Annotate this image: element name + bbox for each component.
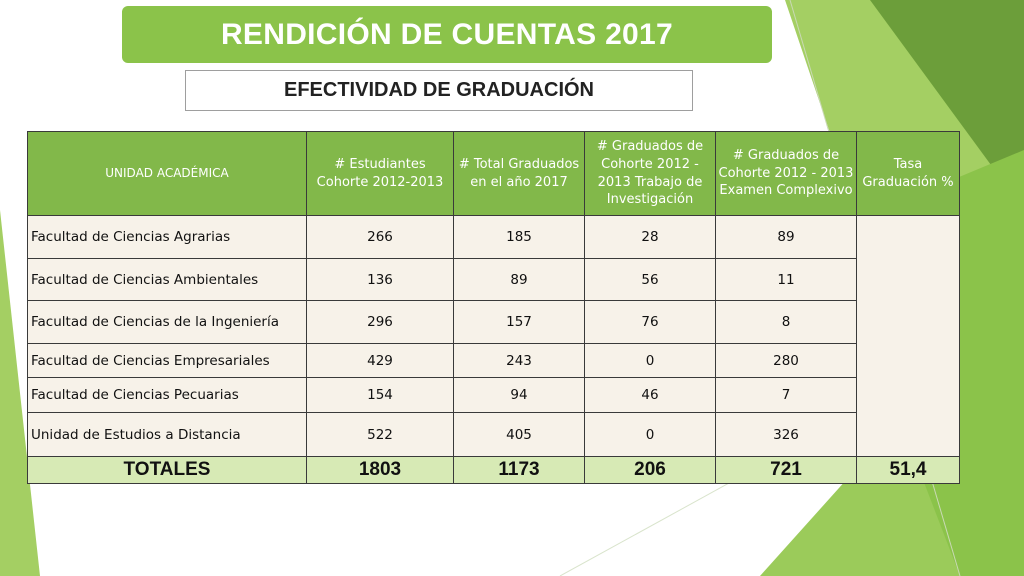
cell-students: 296 xyxy=(306,300,454,344)
totals-rate: 51,4 xyxy=(856,456,960,484)
title-banner: RENDICIÓN DE CUENTAS 2017 xyxy=(122,6,772,63)
cell-graduates-research: 76 xyxy=(584,300,716,344)
cell-rate-merged xyxy=(856,215,960,457)
totals-row: TOTALES 1803 1173 206 721 51,4 xyxy=(27,456,960,484)
cell-unit: Facultad de Ciencias Agrarias xyxy=(27,215,307,259)
cell-total-graduates: 185 xyxy=(453,215,585,259)
cell-graduates-exam: 7 xyxy=(715,377,857,413)
table-row: Unidad de Estudios a Distancia 522 405 0… xyxy=(27,412,960,457)
subtitle-box: EFECTIVIDAD DE GRADUACIÓN xyxy=(185,70,693,111)
cell-unit: Facultad de Ciencias Ambientales xyxy=(27,258,307,301)
column-header-students: # Estudiantes Cohorte 2012-2013 xyxy=(306,131,454,216)
cell-students: 154 xyxy=(306,377,454,413)
cell-unit: Unidad de Estudios a Distancia xyxy=(27,412,307,457)
cell-graduates-exam: 8 xyxy=(715,300,857,344)
table-row: Facultad de Ciencias Empresariales 429 2… xyxy=(27,343,960,378)
left-green-wedge xyxy=(0,210,40,576)
cell-total-graduates: 94 xyxy=(453,377,585,413)
totals-students: 1803 xyxy=(306,456,454,484)
table-row: Facultad de Ciencias Agrarias 266 185 28… xyxy=(27,215,960,457)
totals-total-graduates: 1173 xyxy=(453,456,585,484)
cell-graduates-research: 0 xyxy=(584,343,716,378)
cell-graduates-research: 28 xyxy=(584,215,716,259)
page-subtitle: EFECTIVIDAD DE GRADUACIÓN xyxy=(283,79,594,101)
cell-total-graduates: 405 xyxy=(453,412,585,457)
cell-total-graduates: 243 xyxy=(453,343,585,378)
cell-students: 429 xyxy=(306,343,454,378)
totals-label: TOTALES xyxy=(27,456,307,484)
cell-unit: Facultad de Ciencias Pecuarias xyxy=(27,377,307,413)
column-header-rate: Tasa Graduación % xyxy=(856,131,960,216)
cell-students: 136 xyxy=(306,258,454,301)
column-header-graduates-exam: # Graduados de Cohorte 2012 - 2013 Exame… xyxy=(715,131,857,216)
table-row: Facultad de Ciencias de la Ingeniería 29… xyxy=(27,300,960,344)
right-facet-dark xyxy=(870,0,1024,210)
column-header-unit: UNIDAD ACADÉMICA xyxy=(27,131,307,216)
table-row: Facultad de Ciencias Ambientales 136 89 … xyxy=(27,258,960,301)
totals-graduates-research: 206 xyxy=(584,456,716,484)
cell-graduates-research: 46 xyxy=(584,377,716,413)
cell-graduates-research: 0 xyxy=(584,412,716,457)
cell-graduates-exam: 326 xyxy=(715,412,857,457)
cell-graduates-exam: 89 xyxy=(715,215,857,259)
column-header-total-graduates: # Total Graduados en el año 2017 xyxy=(453,131,585,216)
page-title: RENDICIÓN DE CUENTAS 2017 xyxy=(220,17,674,51)
totals-graduates-exam: 721 xyxy=(715,456,857,484)
table-header-row: UNIDAD ACADÉMICA # Estudiantes Cohorte 2… xyxy=(27,131,960,216)
cell-graduates-exam: 11 xyxy=(715,258,857,301)
cell-total-graduates: 89 xyxy=(453,258,585,301)
cell-unit: Facultad de Ciencias de la Ingeniería xyxy=(27,300,307,344)
cell-unit: Facultad de Ciencias Empresariales xyxy=(27,343,307,378)
cell-students: 522 xyxy=(306,412,454,457)
cell-graduates-research: 56 xyxy=(584,258,716,301)
table-row: Facultad de Ciencias Pecuarias 154 94 46… xyxy=(27,377,960,413)
column-header-graduates-research: # Graduados de Cohorte 2012 - 2013 Traba… xyxy=(584,131,716,216)
cell-total-graduates: 157 xyxy=(453,300,585,344)
graduation-table: UNIDAD ACADÉMICA # Estudiantes Cohorte 2… xyxy=(27,131,960,484)
cell-graduates-exam: 280 xyxy=(715,343,857,378)
cell-students: 266 xyxy=(306,215,454,259)
